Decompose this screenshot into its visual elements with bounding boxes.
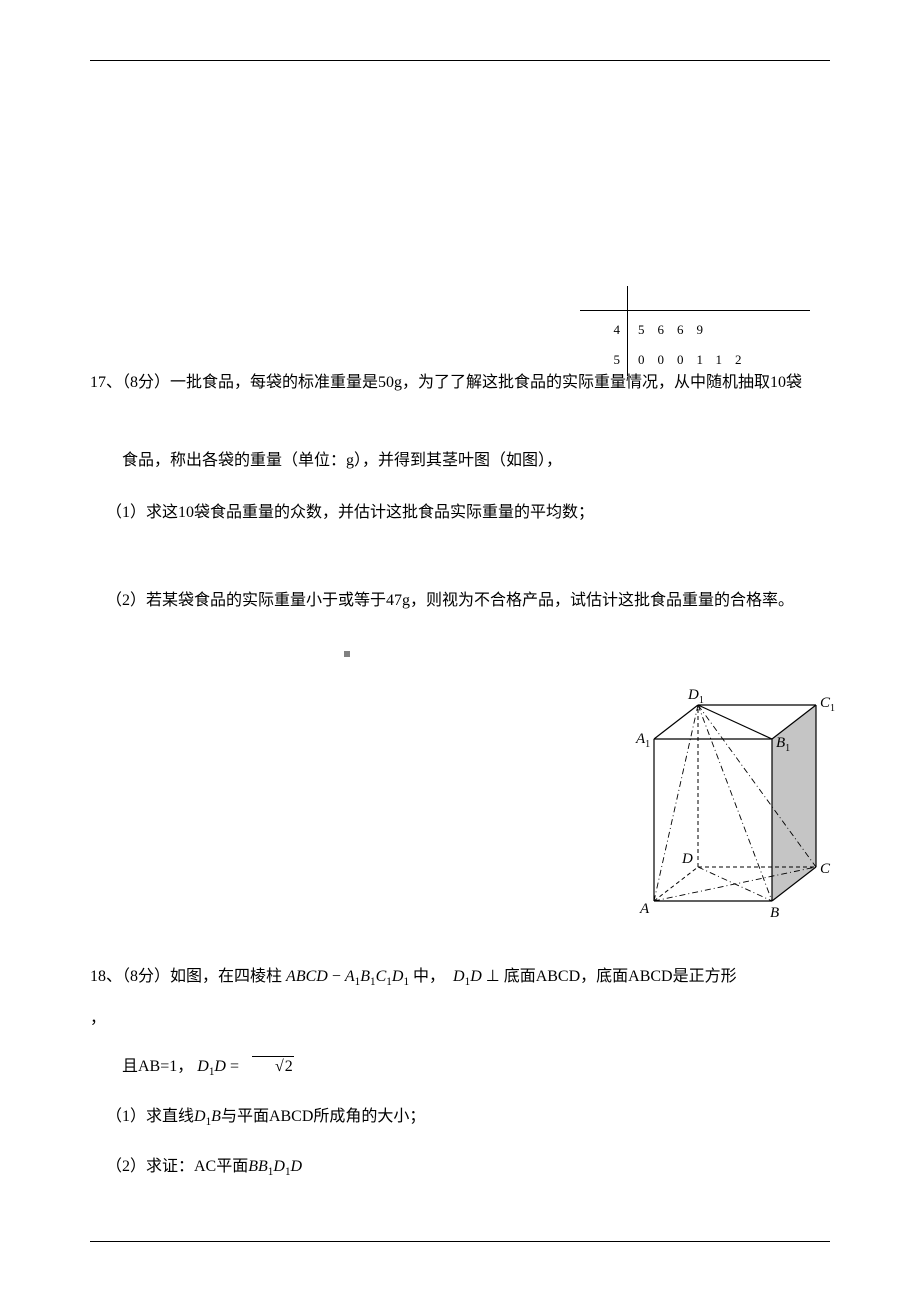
q18-part1: （1）求直线D1B与平面ABCD所成角的大小； <box>90 1105 830 1131</box>
stemleaf-stem-0: 4 <box>580 322 620 338</box>
label-C: C <box>820 861 831 877</box>
q17-line1: 17、（8分）一批食品，每袋的标准重量是50g，为了了解这批食品的实际重量情况，… <box>90 371 830 395</box>
q18-part2-seg: BB1D1D <box>248 1158 302 1175</box>
q18-cond: 且AB=1， D1D = √2 <box>90 1055 830 1081</box>
q18-dash: − <box>328 968 345 985</box>
q18-part1-a: （1）求直线 <box>106 1108 194 1125</box>
q18-cond-val: √2 <box>243 1055 294 1079</box>
q18-perp-tgt: 底面ABCD，底面ABCD是正方形 <box>504 968 737 985</box>
q18-part2: （2）求证：AC平面BB1D1D <box>90 1155 830 1181</box>
label-D1: D1 <box>687 687 704 706</box>
decorative-square-icon <box>344 651 350 657</box>
prism-figure: A B C D A1 B1 C1 D1 <box>630 669 860 929</box>
q18-prism-base: ABCD <box>286 968 328 985</box>
q18-perp-sym: ⊥ <box>482 968 504 985</box>
label-B: B <box>770 905 779 921</box>
q18-part1-seg: D1B <box>194 1108 221 1125</box>
label-A1: A1 <box>635 731 650 750</box>
q18-prism-top: A1B1C1D1 <box>345 968 409 985</box>
stemleaf-leaves-1: 000112 <box>638 352 808 368</box>
q18-intro-a: 如图，在四棱柱 <box>170 968 282 985</box>
stemleaf-vrule <box>627 286 628 376</box>
q18-intro-b: 中， <box>413 968 445 985</box>
stemleaf-hrule <box>580 310 810 311</box>
q18-perp-seg: D1D <box>453 968 482 985</box>
q17-line1a: 一批食品，每袋的标准重量是50g，为了了解这批食品的实际重量情况，从中随机抽取1… <box>170 374 802 391</box>
q17-line2: 食品，称出各袋的重量（单位：g），并得到其茎叶图（如图）， <box>90 449 830 473</box>
q17-part2: （2）若某袋食品的实际重量小于或等于47g，则视为不合格产品，试估计这批食品重量… <box>90 589 830 613</box>
page-content-area: 4 5669 5 000112 17、（8分）一批食品，每袋的标准重量是50g，… <box>90 60 830 1242</box>
label-D: D <box>681 851 693 867</box>
q18-part2-a: （2）求证：AC平面 <box>106 1158 248 1175</box>
prism-svg: A B C D A1 B1 C1 D1 <box>630 669 860 929</box>
stemleaf-leaves-0: 5669 <box>638 322 808 338</box>
stemleaf-stem-1: 5 <box>580 352 620 368</box>
label-C1: C1 <box>820 695 835 714</box>
q18-comma: ， <box>90 1007 830 1031</box>
q18-points: （8分） <box>122 968 170 985</box>
label-A: A <box>639 901 650 917</box>
stem-leaf-plot: 4 5669 5 000112 <box>580 286 810 376</box>
q17-points: （8分） <box>122 374 170 391</box>
q18-cond-eq: = <box>226 1058 243 1075</box>
q18-cond-prefix: 且AB=1， <box>122 1058 193 1075</box>
q18-number: 18、 <box>90 968 122 985</box>
q18-line1: 18、（8分）如图，在四棱柱 ABCD − A1B1C1D1 中， D1D ⊥ … <box>90 965 830 991</box>
q18-cond-seg: D1D <box>197 1058 226 1075</box>
q17-part1: （1）求这10袋食品重量的众数，并估计这批食品实际重量的平均数； <box>90 501 830 525</box>
q17-number: 17、 <box>90 374 122 391</box>
q18-part1-b: 与平面ABCD所成角的大小； <box>221 1108 425 1125</box>
